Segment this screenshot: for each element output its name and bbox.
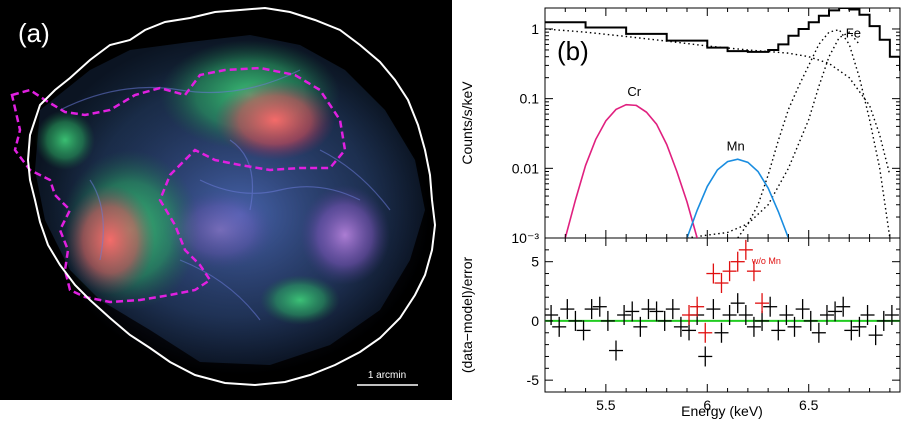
residual-point [698, 322, 713, 343]
filaments [59, 69, 391, 321]
residual-point [787, 316, 802, 337]
residual-point [592, 296, 607, 317]
residual-point [682, 305, 697, 325]
residual-y-axis-label: (data−model)/error [459, 256, 475, 373]
residual-point [730, 293, 745, 314]
residual-point [795, 299, 810, 320]
residual-point [722, 261, 737, 282]
residual-point [673, 316, 688, 337]
residual-point [779, 305, 794, 325]
spectrum-y-tick-label: 0.01 [512, 160, 539, 176]
outer-contour [26, 6, 437, 387]
residual-point [706, 263, 721, 284]
series-data [545, 8, 900, 71]
residual-point [884, 305, 899, 325]
axes: 1 0.1 0.01 10⁻³ 5.5 6 6.5 5 0 -5 [511, 7, 900, 413]
residual-point [738, 239, 753, 260]
violet-emission-east [300, 185, 390, 285]
residual-point [738, 305, 753, 325]
residual-point [836, 296, 851, 317]
residual-point [722, 305, 737, 325]
panel-label-b: (b) [557, 36, 589, 66]
spectrum-y-tick-label: 0.1 [520, 91, 540, 107]
series-mn [686, 158, 790, 238]
x-axis-label: Energy (keV) [681, 403, 763, 419]
residual-point [860, 305, 875, 325]
residual-point [657, 310, 672, 331]
residual-point [844, 320, 859, 341]
residual-point [633, 316, 648, 337]
residual-point [600, 310, 615, 331]
fe-line-label: Fe [846, 26, 861, 41]
residual-point [811, 322, 826, 343]
spectrum-plot-area [545, 8, 900, 238]
residual-point [625, 301, 640, 322]
residual-point [763, 296, 778, 317]
cr-line-label: Cr [627, 84, 641, 99]
residual-point [576, 320, 591, 341]
residual-point [698, 346, 713, 367]
residual-plot-area [545, 239, 900, 367]
residual-point [876, 310, 891, 331]
residual-point [730, 251, 745, 272]
residual-y-tick-label: 5 [531, 254, 539, 270]
spectrum-y-tick-label: 10⁻³ [511, 230, 539, 246]
panel-label-a: (a) [18, 18, 50, 48]
residual-point [755, 310, 770, 331]
residual-point [584, 299, 599, 320]
xray-image: 1 arcmin (a) [10, 6, 437, 387]
residual-point [852, 316, 867, 337]
residual-frame [544, 237, 901, 393]
xray-image-panel: 1 arcmin (a) [0, 0, 452, 400]
residual-point [560, 299, 575, 320]
without-mn-label: w/o Mn [751, 256, 781, 266]
red-emission-north [215, 80, 335, 160]
spectrum-chart: 1 0.1 0.01 10⁻³ 5.5 6 6.5 5 0 -5 Counts/s/keV (da… [459, 7, 901, 419]
residual-point [665, 299, 680, 320]
spectrum-y-tick-label: 1 [531, 21, 539, 37]
green-emission-tip [35, 110, 95, 170]
residual-point [771, 320, 786, 341]
residual-point [868, 325, 883, 346]
residual-point [803, 310, 818, 331]
region-contour [10, 66, 347, 304]
scalebar-label: 1 arcmin [368, 370, 406, 381]
residual-point [690, 296, 705, 317]
residual-point [568, 310, 583, 331]
residual-point [552, 316, 567, 337]
violet-emission-center [165, 190, 275, 270]
residual-point [746, 261, 761, 282]
residual-point [641, 299, 656, 320]
residual-point [649, 301, 664, 322]
x-tick-label: 6.5 [799, 397, 819, 413]
green-emission-south [260, 275, 340, 325]
residual-point [545, 305, 559, 325]
residual-y-tick-label: -5 [527, 372, 540, 388]
residual-point [819, 305, 834, 325]
x-tick-label: 6 [703, 397, 711, 413]
x-tick-label: 5.5 [596, 397, 616, 413]
residual-point [609, 340, 623, 361]
series-fe-line [737, 28, 891, 238]
series-continuum [545, 28, 891, 176]
spectrum-y-axis-label: Counts/s/keV [459, 81, 475, 165]
spectrum-frame [544, 7, 901, 239]
residual-point [617, 305, 632, 325]
series-fe-line-2 [686, 31, 860, 238]
residual-y-tick-label: 0 [531, 313, 539, 329]
residual-point [714, 322, 729, 343]
series-cr [564, 103, 698, 238]
residual-point [746, 316, 761, 337]
residual-point [755, 293, 770, 314]
spectrum-panel: 1 0.1 0.01 10⁻³ 5.5 6 6.5 5 0 -5 Counts/s/keV (da… [452, 0, 904, 421]
residual-point [828, 301, 843, 322]
mn-line-label: Mn [727, 139, 745, 154]
residual-point [714, 273, 729, 294]
residual-point [706, 299, 721, 320]
red-emission-west [65, 185, 155, 295]
